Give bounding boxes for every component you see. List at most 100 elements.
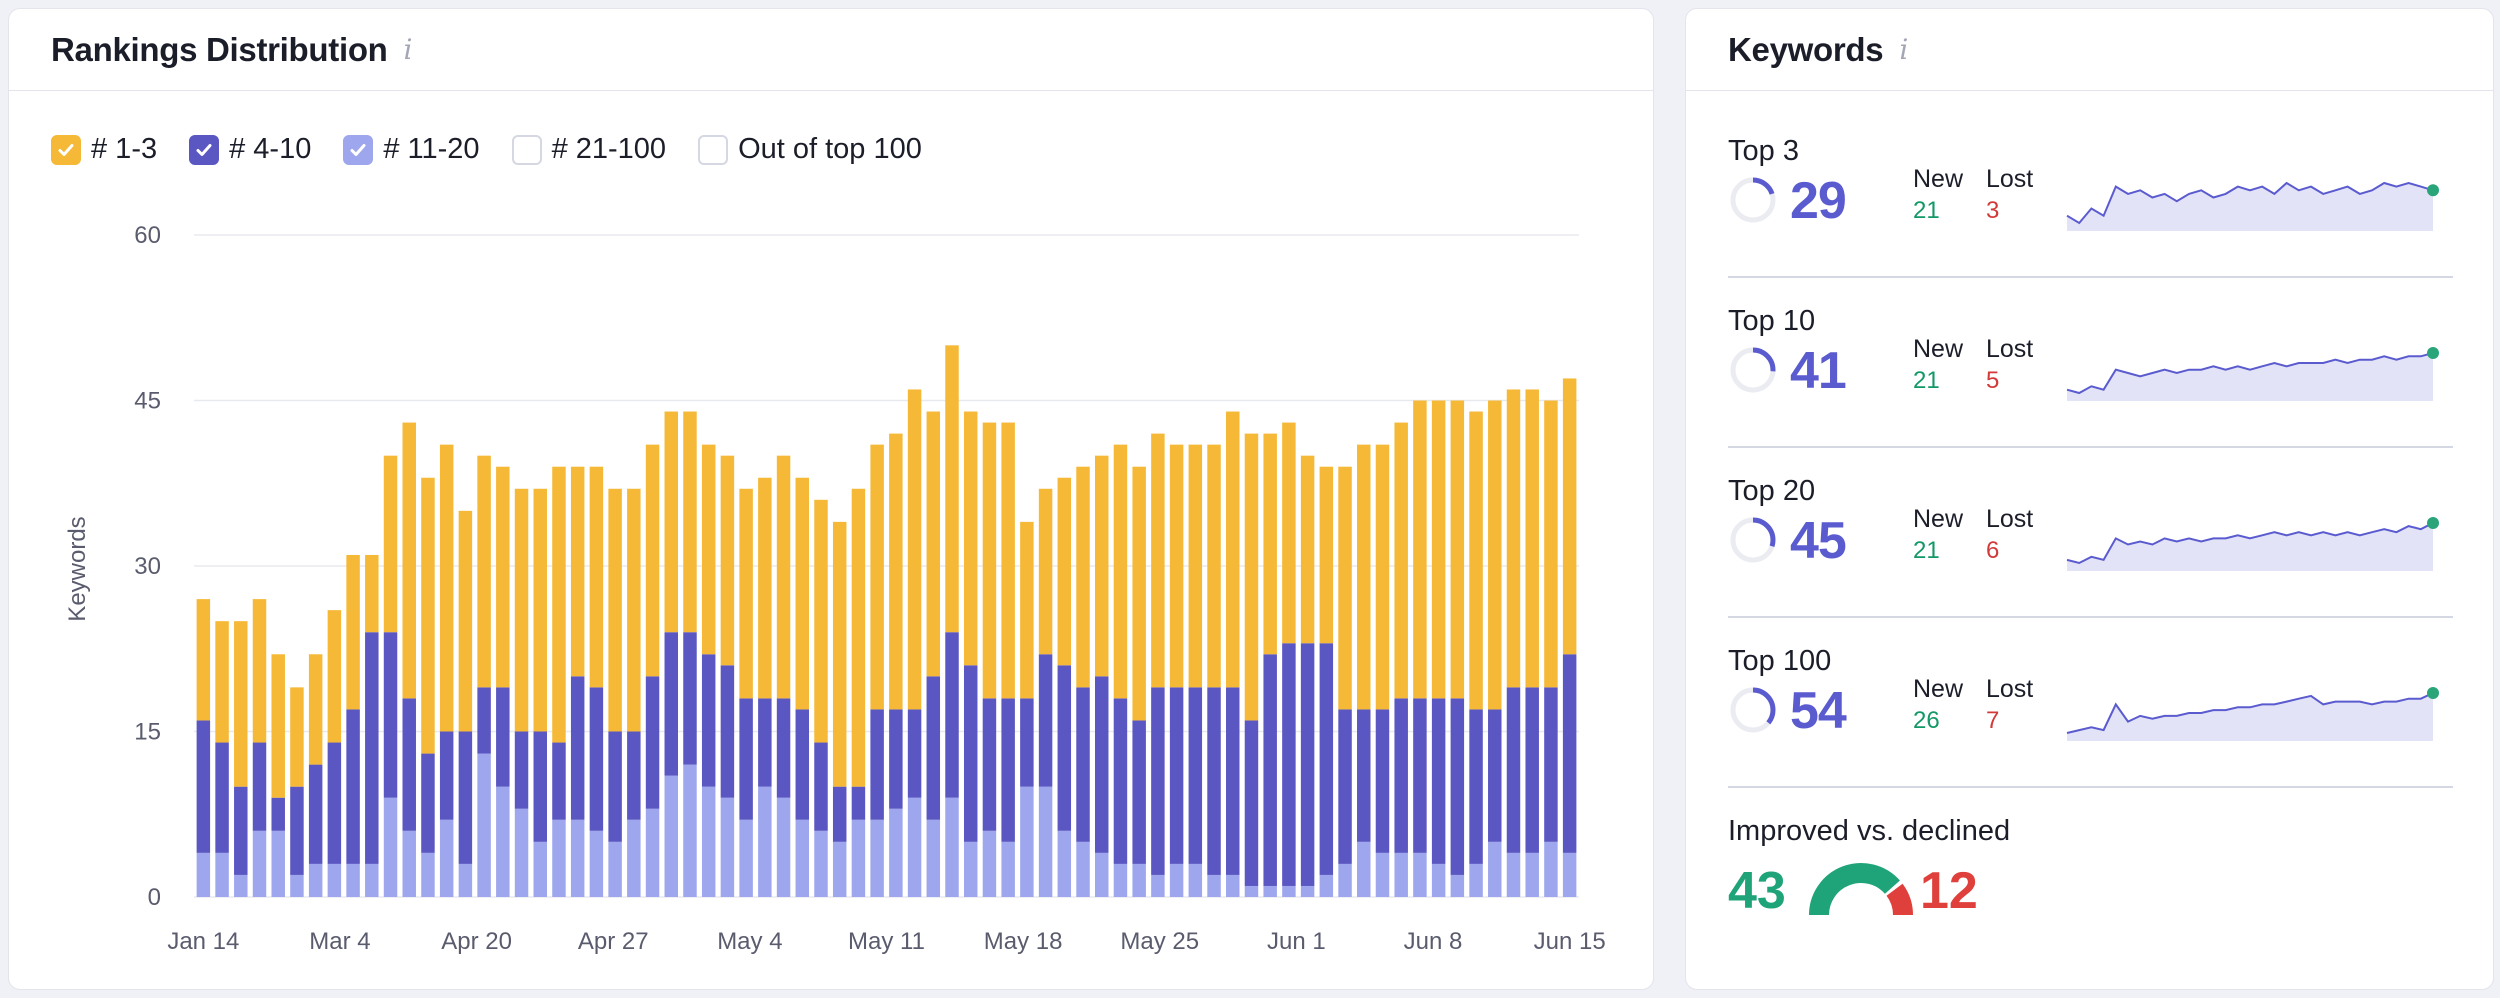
- bar-segment[interactable]: [889, 709, 903, 809]
- bar-segment[interactable]: [1357, 444, 1371, 710]
- bar-segment[interactable]: [1300, 455, 1315, 644]
- bar-segment[interactable]: [1038, 654, 1053, 787]
- bar-segment[interactable]: [1094, 676, 1109, 853]
- bar-segment[interactable]: [514, 488, 529, 732]
- bar-segment[interactable]: [889, 808, 903, 897]
- bar-segment[interactable]: [1562, 654, 1577, 853]
- bar-segment[interactable]: [1038, 786, 1053, 897]
- bar-segment[interactable]: [1357, 709, 1371, 842]
- bar-segment[interactable]: [196, 599, 211, 721]
- bar-segment[interactable]: [758, 477, 772, 699]
- bar-segment[interactable]: [1375, 709, 1390, 853]
- bar-segment[interactable]: [776, 455, 791, 699]
- bar-segment[interactable]: [1057, 665, 1072, 831]
- bar-segment[interactable]: [1375, 444, 1390, 710]
- bar-segment[interactable]: [1431, 698, 1446, 864]
- bar-segment[interactable]: [720, 455, 735, 666]
- keyword-row[interactable]: Top 10 41 New Lost 21 5: [1728, 305, 2453, 475]
- bar-segment[interactable]: [215, 742, 229, 853]
- bar-segment[interactable]: [814, 499, 828, 743]
- checkbox-empty-icon[interactable]: [511, 134, 542, 165]
- checkbox-checked-icon[interactable]: [189, 134, 220, 165]
- bar-segment[interactable]: [1226, 411, 1240, 688]
- bar-segment[interactable]: [832, 521, 847, 787]
- bar-segment[interactable]: [683, 632, 697, 765]
- bar-segment[interactable]: [1469, 411, 1483, 710]
- bar-segment[interactable]: [701, 654, 716, 787]
- bar-segment[interactable]: [739, 488, 753, 699]
- bar-segment[interactable]: [645, 444, 660, 677]
- bar-segment[interactable]: [1469, 863, 1483, 897]
- bar-segment[interactable]: [1001, 422, 1015, 699]
- bar-segment[interactable]: [1113, 863, 1128, 897]
- bar-segment[interactable]: [271, 830, 285, 897]
- bar-segment[interactable]: [327, 742, 342, 864]
- bar-segment[interactable]: [1282, 643, 1296, 886]
- bar-segment[interactable]: [1263, 433, 1277, 655]
- bar-segment[interactable]: [758, 698, 772, 787]
- bar-segment[interactable]: [533, 841, 547, 897]
- bar-segment[interactable]: [496, 466, 510, 688]
- bar-segment[interactable]: [1506, 852, 1521, 897]
- bar-segment[interactable]: [1263, 885, 1277, 897]
- keyword-row[interactable]: Top 20 45 New Lost 21 6: [1728, 475, 2453, 645]
- bar-segment[interactable]: [795, 709, 810, 820]
- bar-segment[interactable]: [664, 775, 679, 897]
- bar-segment[interactable]: [1375, 852, 1390, 897]
- bar-segment[interactable]: [1544, 841, 1558, 897]
- bar-segment[interactable]: [739, 698, 753, 820]
- bar-segment[interactable]: [365, 632, 379, 864]
- bar-segment[interactable]: [1001, 698, 1015, 842]
- bar-segment[interactable]: [627, 731, 641, 820]
- bar-segment[interactable]: [271, 654, 285, 798]
- bar-segment[interactable]: [870, 709, 884, 820]
- bar-segment[interactable]: [1319, 466, 1334, 644]
- bar-segment[interactable]: [1001, 841, 1015, 897]
- trend-sparkline[interactable]: [2063, 325, 2443, 405]
- bar-segment[interactable]: [533, 731, 547, 842]
- legend-item[interactable]: # 21-100: [511, 133, 666, 166]
- bar-segment[interactable]: [776, 797, 791, 897]
- bar-segment[interactable]: [1057, 477, 1072, 666]
- bar-segment[interactable]: [383, 797, 398, 897]
- bar-segment[interactable]: [1188, 444, 1203, 688]
- legend-item[interactable]: # 4-10: [189, 133, 311, 166]
- bar-segment[interactable]: [963, 841, 978, 897]
- bar-segment[interactable]: [1282, 885, 1296, 897]
- bar-segment[interactable]: [215, 621, 229, 743]
- legend-item[interactable]: # 1-3: [51, 133, 157, 166]
- bar-segment[interactable]: [234, 786, 248, 875]
- bar-segment[interactable]: [215, 852, 229, 897]
- bar-segment[interactable]: [1020, 786, 1034, 897]
- bar-segment[interactable]: [926, 411, 941, 677]
- bar-segment[interactable]: [982, 422, 997, 699]
- bar-segment[interactable]: [1394, 422, 1408, 699]
- bar-segment[interactable]: [1488, 400, 1502, 710]
- bar-segment[interactable]: [627, 488, 641, 732]
- bar-segment[interactable]: [1207, 874, 1221, 897]
- bar-segment[interactable]: [832, 786, 847, 842]
- bar-segment[interactable]: [346, 709, 360, 864]
- bar-segment[interactable]: [945, 632, 959, 798]
- bar-segment[interactable]: [439, 819, 454, 897]
- bar-segment[interactable]: [1020, 521, 1034, 699]
- bar-segment[interactable]: [1319, 874, 1334, 897]
- bar-segment[interactable]: [945, 797, 959, 897]
- bar-segment[interactable]: [1151, 687, 1165, 875]
- bar-segment[interactable]: [1151, 874, 1165, 897]
- bar-segment[interactable]: [1244, 720, 1259, 886]
- bar-segment[interactable]: [402, 830, 416, 897]
- bar-segment[interactable]: [720, 797, 735, 897]
- bar-segment[interactable]: [1450, 400, 1465, 699]
- bar-segment[interactable]: [439, 731, 454, 820]
- bar-segment[interactable]: [1020, 698, 1034, 787]
- bar-segment[interactable]: [1076, 841, 1090, 897]
- bar-segment[interactable]: [1300, 885, 1315, 897]
- bar-segment[interactable]: [1188, 687, 1203, 864]
- bar-segment[interactable]: [308, 764, 323, 864]
- bar-segment[interactable]: [290, 874, 304, 897]
- bar-segment[interactable]: [683, 764, 697, 897]
- bar-segment[interactable]: [570, 676, 585, 820]
- bar-segment[interactable]: [1506, 389, 1521, 688]
- bar-segment[interactable]: [814, 830, 828, 897]
